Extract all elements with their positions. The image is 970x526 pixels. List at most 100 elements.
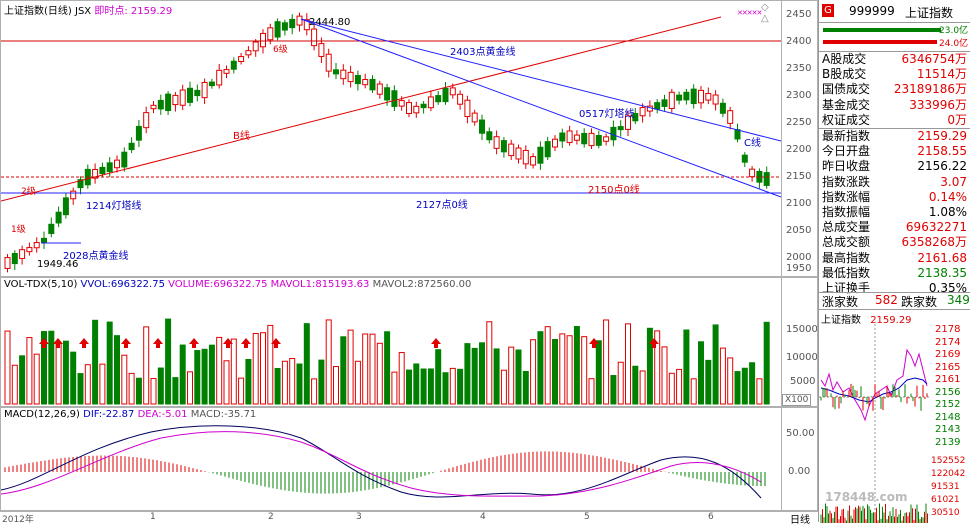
quote-row: 上证换手 0.35% <box>819 281 970 296</box>
label-2127: 2127点0线 <box>416 200 468 211</box>
candle-body <box>661 99 668 107</box>
candle-body <box>420 103 427 109</box>
vol-unit: X100 <box>782 394 812 406</box>
volume-bar <box>238 377 245 405</box>
candle-body <box>712 94 719 105</box>
period-tab[interactable]: 日线 <box>790 515 810 526</box>
candle-body <box>654 102 661 110</box>
candle-body <box>128 142 135 151</box>
candle-body <box>55 211 62 224</box>
mini-tick: 2165 <box>935 361 961 373</box>
volume-bar <box>354 360 361 405</box>
candle-body <box>354 74 361 85</box>
volume-header: VOL-TDX(5,10) VVOL:696322.75 VOLUME:6963… <box>4 279 471 290</box>
kline-panel[interactable]: 上证指数(日线) JSX 即时点: 2159.29 ✕✕✕✕✕ ◇ △ 2403… <box>0 0 818 277</box>
candle-body <box>581 132 588 145</box>
volume-bar <box>595 340 602 405</box>
macd-tick: 0.00 <box>788 466 811 477</box>
volume-bar <box>187 371 193 405</box>
diamond-icon[interactable]: ◇ <box>761 2 769 13</box>
trend-line-upper <box>300 18 782 142</box>
label-wave-1: 1级 <box>11 225 26 235</box>
quote-row-value: 0万 <box>947 112 967 127</box>
candle-body <box>311 28 318 47</box>
volume-bar <box>179 344 186 405</box>
up-arrow-icon <box>79 338 89 348</box>
quote-row-value: 0.14% <box>928 189 967 204</box>
quote-row-value: 6358268万 <box>901 235 967 250</box>
quote-row-value: 2156.22 <box>917 159 967 174</box>
quote-row-label: 权证成交 <box>822 112 871 127</box>
up-arrow-icon <box>153 338 163 348</box>
volume-bar <box>719 347 726 405</box>
x-label: 2 <box>268 512 274 522</box>
mini-tick: 2169 <box>935 349 961 360</box>
mini-vol-tick: 91531 <box>931 482 960 492</box>
dea-line <box>1 431 762 497</box>
quote-row-label: A股成交 <box>822 52 867 66</box>
volume-bar <box>566 335 573 405</box>
volume-bar <box>464 343 471 405</box>
quote-row: 昨日收盘 2156.22 <box>819 159 970 174</box>
volume-panel[interactable]: VOL-TDX(5,10) VVOL:696322.75 VOLUME:6963… <box>0 277 818 407</box>
candle-body <box>479 119 485 134</box>
mini-tick: 2139 <box>935 436 961 448</box>
volume-bar <box>165 318 172 405</box>
macd-tick: 50.00 <box>786 428 815 439</box>
quote-row: 总成交额 6358268万 <box>819 235 970 250</box>
candle-body <box>48 223 55 235</box>
volume-bar <box>19 355 26 405</box>
triangle-icon[interactable]: △ <box>761 13 769 24</box>
candle-body <box>515 147 522 160</box>
up-arrow-icon <box>241 338 251 348</box>
volume-bar <box>99 363 106 405</box>
macd-panel[interactable]: MACD(12,26,9) DIF:-22.87 DEA:-5.01 MACD:… <box>0 407 818 511</box>
index-code: 999999 <box>849 4 895 18</box>
candle-body <box>683 91 690 101</box>
candle-body <box>4 257 11 269</box>
volume-bar <box>230 338 237 405</box>
quote-row-label: 基金成交 <box>822 97 871 112</box>
volume-bar <box>289 358 296 405</box>
volume-bar <box>143 326 150 405</box>
volume-bar <box>625 323 631 405</box>
price-tick: 1950 <box>786 263 812 274</box>
x-label: 3 <box>356 512 362 522</box>
volume-bar <box>683 329 690 405</box>
label-wave-6: 6级 <box>273 45 288 55</box>
buy-amount: 23.0亿 <box>939 26 969 36</box>
volume-bar <box>70 351 77 405</box>
x-axis: 2012年 1 2 3 4 5 6 日线 <box>0 511 818 526</box>
candle-body <box>325 53 332 72</box>
candle-body <box>281 22 288 31</box>
candle-body <box>194 89 201 97</box>
volume-bar <box>26 337 33 405</box>
mini-chart[interactable]: 上证指数 2159.29 2178 2174 2169 2165 2161 2156 215… <box>819 309 970 523</box>
quote-row-value: 2159.29 <box>917 129 967 143</box>
quote-row-value: 11514万 <box>916 67 967 82</box>
macd-name: MACD(12,26,9) <box>4 409 80 420</box>
quote-row: B股成交 11514万 <box>819 67 970 82</box>
candle-body <box>187 87 193 103</box>
candle-body <box>734 129 741 140</box>
candle-body <box>238 56 245 62</box>
volume-bar <box>252 332 259 405</box>
price-axis: 2450 2400 2350 2300 2250 2200 2150 2100 … <box>781 1 817 276</box>
price-tick: 2300 <box>786 90 812 101</box>
volume-bar <box>77 373 84 405</box>
volume-bar <box>128 372 135 405</box>
volume-bar <box>705 359 712 405</box>
candle-body <box>617 126 624 131</box>
quote-row-label: 昨日收盘 <box>822 159 871 174</box>
mini-tick: 2148 <box>935 411 961 423</box>
candle-body <box>19 249 26 259</box>
up-arrow-icon <box>649 338 659 348</box>
quote-row-value: 1.08% <box>928 205 967 219</box>
quote-row: A股成交 6346754万 <box>819 52 970 67</box>
candle-body <box>727 110 734 124</box>
candle-body <box>260 32 266 48</box>
mini-vol-tick: 122042 <box>931 469 966 479</box>
quote-row: 今日开盘 2158.55 <box>819 144 970 159</box>
up-arrow-icon <box>39 338 49 348</box>
volume-bar <box>216 336 223 405</box>
